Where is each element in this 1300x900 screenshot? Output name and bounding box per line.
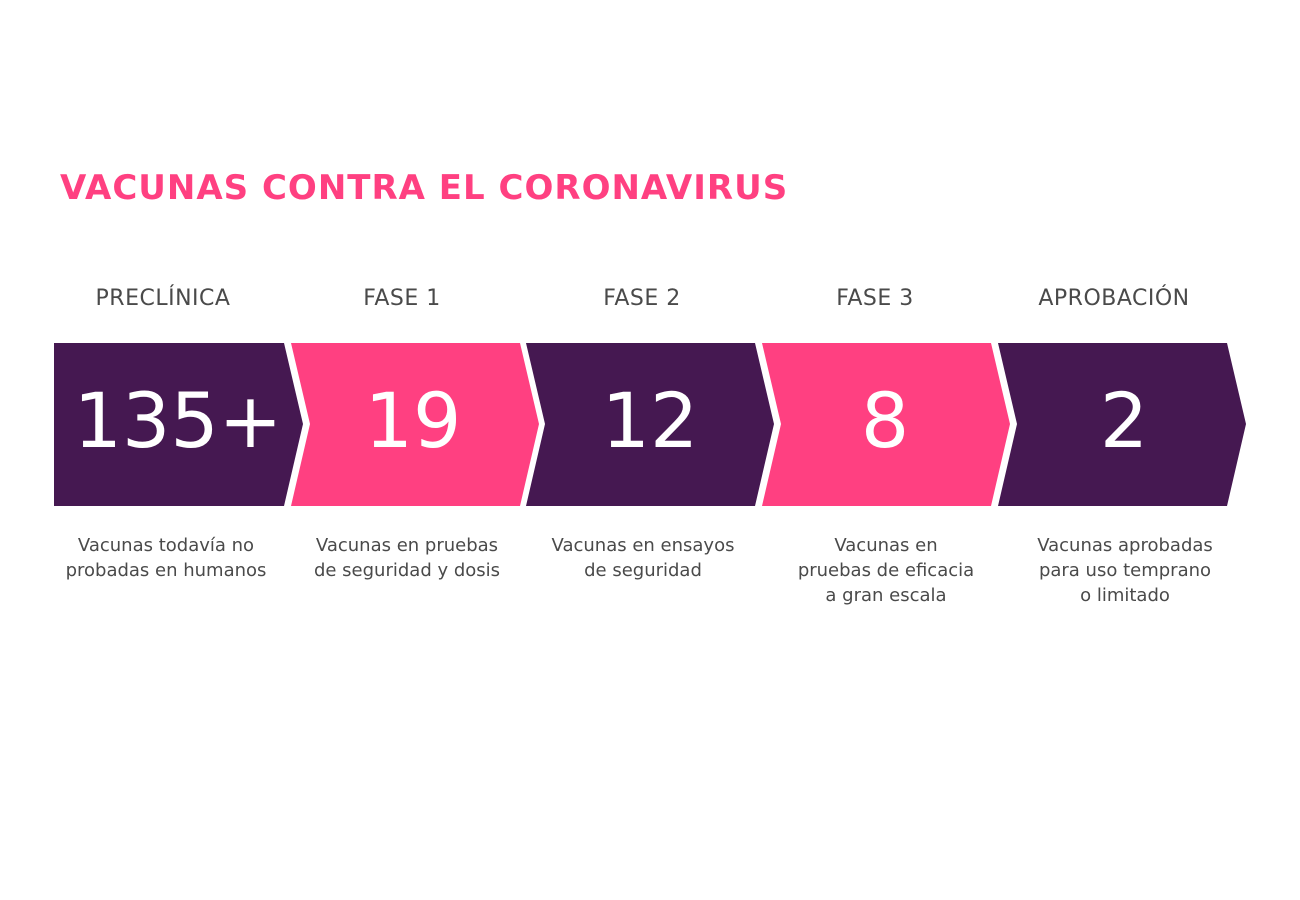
- stage-count-aprobacion: 2: [1099, 376, 1149, 465]
- description-line: Vacunas en pruebas: [315, 535, 499, 556]
- description-line: Vacunas en: [834, 535, 938, 556]
- stage-label-fase-3: FASE 3: [836, 286, 914, 311]
- stage-description-fase-1: Vacunas en pruebas de seguridad y dosis: [287, 533, 527, 583]
- description-line: Vacunas todavía no: [77, 535, 255, 556]
- stage-count-fase-2: 12: [601, 376, 699, 465]
- description-line: o limitado: [1080, 585, 1170, 606]
- chevron-preclinica: [54, 343, 303, 506]
- stage-description-preclinica: Vacunas todavía no probadas en humanos: [46, 533, 286, 583]
- stage-count-fase-3: 8: [860, 376, 910, 465]
- description-line: pruebas de eficacia: [797, 560, 975, 581]
- description-line: de seguridad y dosis: [313, 560, 501, 581]
- chevron-fase-2: [526, 343, 774, 506]
- description-line: a gran escala: [825, 585, 947, 606]
- stage-label-fase-1: FASE 1: [363, 286, 441, 311]
- stage-description-fase-2: Vacunas en ensayos de seguridad: [523, 533, 763, 583]
- stage-count-fase-1: 19: [364, 376, 462, 465]
- stage-description-fase-3: Vacunas en pruebas de eficacia a gran es…: [766, 533, 1006, 608]
- stage-count-preclinica: 135+: [73, 376, 283, 465]
- description-line: Vacunas en ensayos: [551, 535, 735, 556]
- description-line: probadas en humanos: [65, 560, 267, 581]
- description-line: de seguridad: [584, 560, 702, 581]
- stage-label-aprobacion: APROBACIÓN: [1038, 286, 1190, 311]
- stage-description-aprobacion: Vacunas aprobadas para uso temprano o li…: [1005, 533, 1245, 608]
- chevron-fase-3: [762, 343, 1010, 506]
- page-title: VACUNAS CONTRA EL CORONAVIRUS: [60, 168, 789, 208]
- description-line: Vacunas aprobadas: [1037, 535, 1213, 556]
- chevron-fase-1: [291, 343, 539, 506]
- stage-label-preclinica: PRECLÍNICA: [95, 286, 231, 311]
- chevron-aprobacion: [998, 343, 1246, 506]
- description-line: para uso temprano: [1038, 560, 1212, 581]
- stage-label-fase-2: FASE 2: [603, 286, 681, 311]
